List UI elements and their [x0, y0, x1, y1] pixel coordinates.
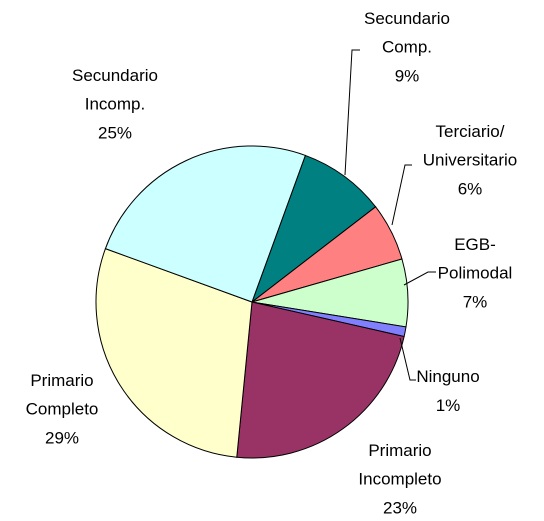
pie-slice [104, 145, 306, 303]
leader-line [399, 337, 416, 381]
label-line: Primario [30, 371, 93, 390]
label-line: Comp. [382, 38, 432, 57]
label-line: Universitario [423, 151, 517, 170]
label-line: EGB- [454, 235, 496, 254]
leader-line [391, 164, 412, 226]
value-label: 6% [458, 179, 483, 198]
pie-slice [236, 301, 405, 459]
slice-label: Primario Incompleto [358, 441, 441, 489]
value-label: 9% [395, 66, 420, 85]
leader-line [403, 271, 436, 286]
value-label: 29% [45, 428, 79, 447]
label-line: Secundario [72, 66, 158, 85]
pie-slice [250, 154, 377, 304]
slice-label: Terciario/Universitario [423, 122, 517, 170]
label-line: Secundario [364, 9, 450, 28]
slice-label: Secundario Comp. [364, 9, 450, 57]
label-line: Incomp. [85, 95, 145, 114]
leader-line [344, 49, 360, 176]
value-label: 1% [436, 396, 461, 415]
slice-label: Secundario Incomp. [72, 66, 158, 114]
value-label: 25% [98, 123, 132, 142]
label-line: Incompleto [358, 470, 441, 489]
slice-label: Ninguno [416, 367, 479, 386]
slice-label: Primario Completo [26, 371, 99, 419]
label-line: Ninguno [416, 367, 479, 386]
value-label: 23% [383, 498, 417, 517]
pie-slice [95, 248, 253, 458]
value-label: 7% [463, 292, 488, 311]
label-line: Terciario/ [436, 122, 505, 141]
label-line: Polimodal [438, 264, 513, 283]
label-line: Primario [368, 441, 431, 460]
label-line: Completo [26, 400, 99, 419]
slice-label: EGB- Polimodal [438, 235, 513, 283]
